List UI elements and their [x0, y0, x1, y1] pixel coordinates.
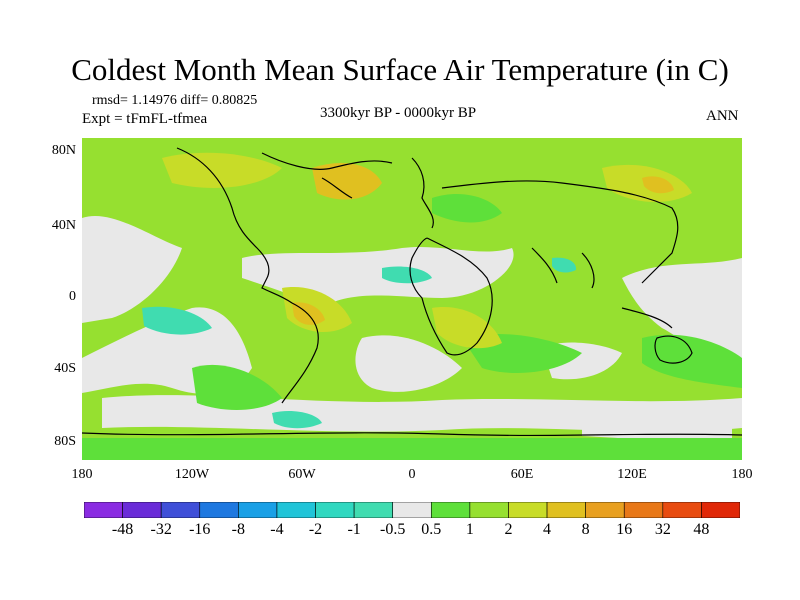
lat-label: 40N: [51, 218, 76, 233]
colorbar-swatch: [238, 502, 278, 518]
colorbar-swatch: [430, 502, 471, 518]
colorbar-label: 48: [693, 521, 710, 538]
colorbar-swatch: [701, 502, 740, 518]
colorbar-swatch: [469, 502, 509, 518]
colorbar-swatch: [585, 502, 625, 518]
cool-regions: [142, 257, 577, 429]
colorbar-swatch: [276, 502, 316, 518]
colorbar-label: 4: [543, 521, 552, 538]
colorbar-swatch: [623, 502, 664, 518]
colorbar-label: 2: [504, 521, 513, 538]
colorbar-swatch: [546, 502, 586, 518]
colorbar-swatch: [508, 502, 548, 518]
colorbar-swatch: [84, 502, 123, 518]
warm-regions: [162, 152, 692, 349]
colorbar-swatch: [160, 502, 201, 518]
colorbar-swatch: [392, 502, 432, 518]
colorbar-swatch: [662, 502, 702, 518]
colorbar-label: 8: [581, 521, 590, 538]
colorbar-swatch: [315, 502, 355, 518]
colorbar-label: -0.5: [380, 521, 406, 538]
lon-label: 180: [71, 467, 93, 482]
colorbar-label: -4: [270, 521, 284, 538]
colorbar-label: -8: [231, 521, 245, 538]
colorbar-label: 32: [654, 521, 671, 538]
colorbar-swatch: [122, 502, 162, 518]
colorbar: [84, 502, 740, 518]
experiment-label: Expt = tFmFL-tfmea: [82, 111, 208, 127]
period-label: 3300kyr BP - 0000kyr BP: [320, 105, 477, 121]
colorbar-label: 0.5: [421, 521, 442, 538]
colorbar-label: -1: [347, 521, 361, 538]
lat-label: 80S: [54, 434, 76, 449]
lon-label: 120E: [617, 467, 647, 482]
lon-label: 60W: [288, 467, 316, 482]
stats-text: rmsd= 1.14976 diff= 0.80825: [92, 93, 258, 108]
lon-label: 120W: [174, 467, 210, 482]
lat-label: 40S: [54, 361, 76, 376]
lon-label: 0: [408, 467, 416, 482]
colorbar-label: 16: [616, 521, 633, 538]
colorbar-label: -32: [150, 521, 172, 538]
colorbar-label: -16: [189, 521, 211, 538]
map-title: Coldest Month Mean Surface Air Temperatu…: [71, 52, 729, 87]
lon-label: 60E: [510, 467, 534, 482]
colorbar-label: -2: [308, 521, 323, 538]
lon-label: 180: [731, 467, 753, 482]
lat-label: 80N: [51, 143, 76, 158]
temperature-map: [82, 138, 742, 460]
colorbar-swatch: [353, 502, 394, 518]
lat-label: 0: [69, 289, 76, 304]
coastlines: [82, 147, 742, 437]
light-green-regions: [82, 193, 742, 460]
colorbar-label: 1: [465, 521, 474, 538]
colorbar-label: -48: [111, 521, 134, 538]
season-label: ANN: [706, 108, 739, 124]
colorbar-swatch: [199, 502, 239, 518]
